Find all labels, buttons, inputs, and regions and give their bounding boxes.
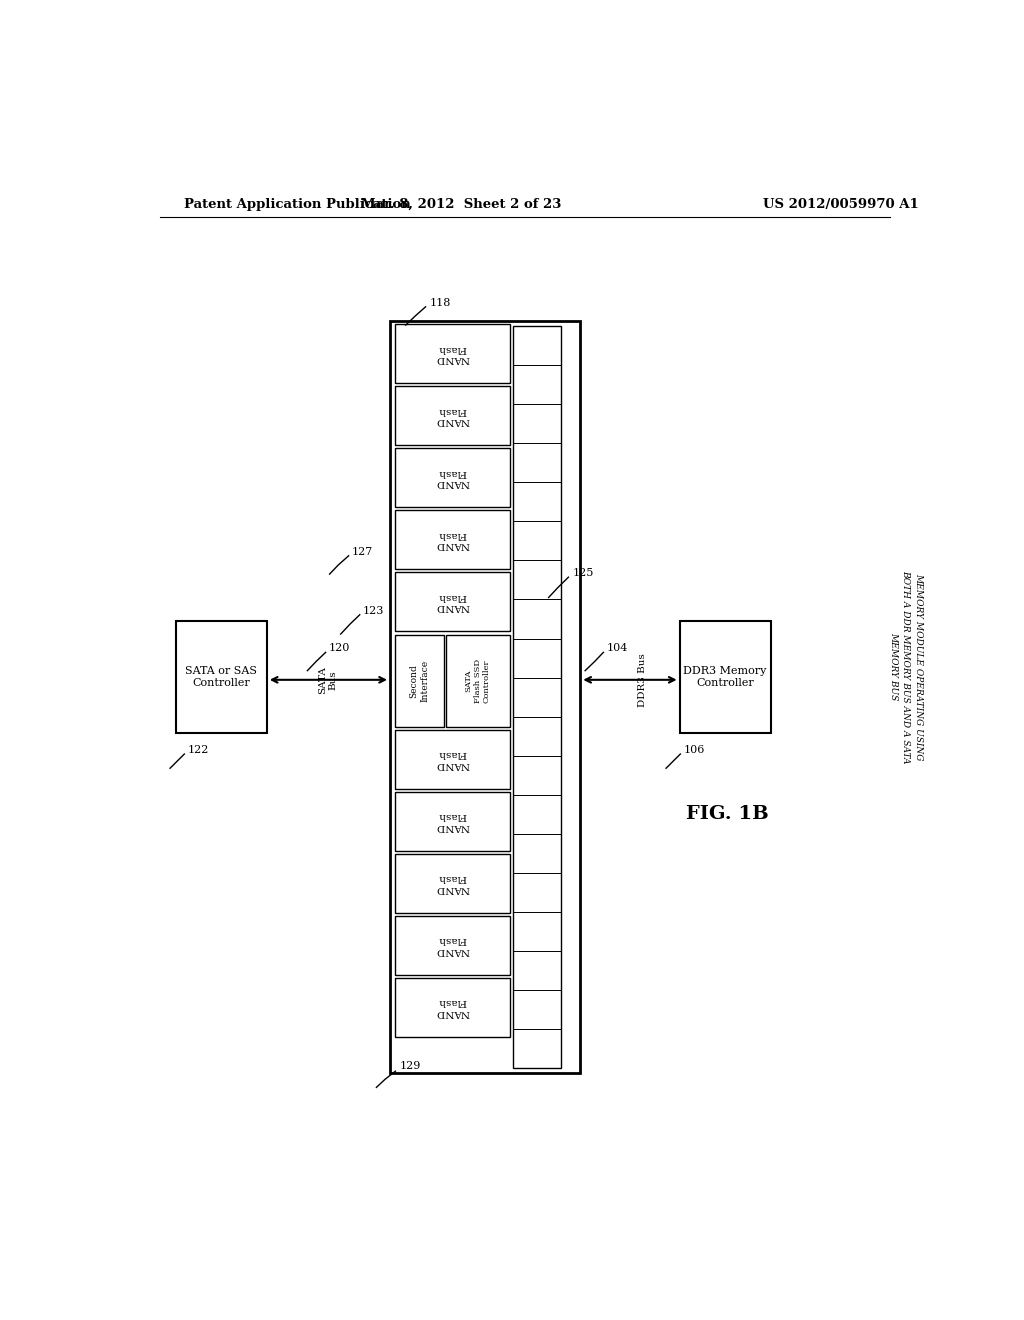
- Text: 127: 127: [352, 546, 373, 557]
- Bar: [394, 572, 510, 631]
- Bar: [394, 385, 510, 445]
- Text: NAND
Flash: NAND Flash: [435, 529, 469, 549]
- Bar: [513, 326, 560, 1068]
- Text: SATA
Bus: SATA Bus: [318, 665, 338, 694]
- Text: NAND
Flash: NAND Flash: [435, 874, 469, 892]
- Text: 120: 120: [329, 643, 350, 653]
- Bar: [394, 854, 510, 912]
- Text: NAND
Flash: NAND Flash: [435, 750, 469, 768]
- Text: SATA or SAS
Controller: SATA or SAS Controller: [185, 667, 257, 688]
- Text: 123: 123: [362, 606, 384, 615]
- Text: NAND
Flash: NAND Flash: [435, 467, 469, 487]
- Text: 118: 118: [430, 298, 451, 308]
- Text: Mar. 8, 2012  Sheet 2 of 23: Mar. 8, 2012 Sheet 2 of 23: [361, 198, 561, 211]
- Text: 129: 129: [399, 1061, 421, 1071]
- Text: NAND
Flash: NAND Flash: [435, 591, 469, 611]
- Text: FIG. 1B: FIG. 1B: [686, 805, 769, 822]
- Bar: [390, 321, 581, 1073]
- Bar: [394, 730, 510, 788]
- Text: US 2012/0059970 A1: US 2012/0059970 A1: [763, 198, 919, 211]
- Bar: [394, 447, 510, 507]
- Bar: [394, 978, 510, 1036]
- Text: NAND
Flash: NAND Flash: [435, 812, 469, 830]
- Text: Second
Interface: Second Interface: [410, 660, 429, 702]
- Bar: [445, 635, 510, 726]
- Text: 122: 122: [187, 744, 209, 755]
- Bar: [394, 916, 510, 974]
- Text: DDR3 Memory
Controller: DDR3 Memory Controller: [683, 667, 767, 688]
- Bar: [394, 510, 510, 569]
- Bar: [394, 792, 510, 850]
- Text: NAND
Flash: NAND Flash: [435, 998, 469, 1016]
- Text: DDR3 Bus: DDR3 Bus: [638, 653, 647, 706]
- Text: 125: 125: [572, 568, 594, 578]
- Bar: [680, 620, 771, 733]
- Bar: [394, 635, 444, 726]
- Text: Patent Application Publication: Patent Application Publication: [183, 198, 411, 211]
- Bar: [394, 325, 510, 383]
- Text: NAND
Flash: NAND Flash: [435, 405, 469, 425]
- Text: 104: 104: [606, 643, 628, 653]
- Text: SATA
Flash SSD
Controller: SATA Flash SSD Controller: [465, 659, 490, 702]
- Text: NAND
Flash: NAND Flash: [435, 343, 469, 363]
- Bar: [176, 620, 267, 733]
- Text: 106: 106: [684, 744, 705, 755]
- Text: MEMORY MODULE OPERATING USING
BOTH A DDR MEMORY BUS AND A SATA
MEMORY BUS: MEMORY MODULE OPERATING USING BOTH A DDR…: [889, 570, 923, 763]
- Text: NAND
Flash: NAND Flash: [435, 936, 469, 954]
